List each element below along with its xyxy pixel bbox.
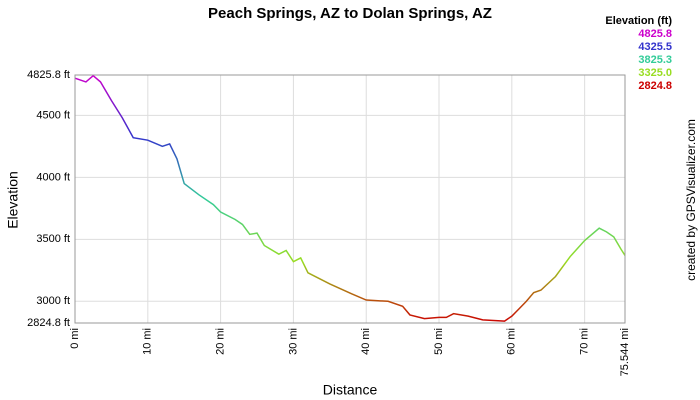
x-tick-label: 70 mi bbox=[579, 328, 591, 355]
legend-label: 4825.8 bbox=[638, 28, 672, 40]
x-tick-label: 0 mi bbox=[69, 328, 81, 349]
legend-label: 2824.8 bbox=[638, 80, 672, 92]
credit: created by GPSVisualizer.com bbox=[684, 119, 698, 281]
x-tick-label: 30 mi bbox=[287, 328, 299, 355]
chart-title: Peach Springs, AZ to Dolan Springs, AZ bbox=[208, 5, 492, 22]
y-axis-title: Elevation bbox=[5, 171, 21, 229]
y-tick-label: 3000 ft bbox=[36, 295, 70, 307]
legend-label: 3825.3 bbox=[638, 54, 672, 66]
x-tick-label: 20 mi bbox=[215, 328, 227, 355]
x-tick-label: 10 mi bbox=[142, 328, 154, 355]
y-tick-label: 4000 ft bbox=[36, 171, 70, 183]
legend-label: 3325.0 bbox=[638, 67, 672, 79]
y-tick-label: 3500 ft bbox=[36, 233, 70, 245]
legend-title: Elevation (ft) bbox=[605, 15, 672, 27]
plot-frame bbox=[74, 74, 626, 324]
x-tick-label: 60 mi bbox=[506, 328, 518, 355]
y-tick-label: 4500 ft bbox=[36, 109, 70, 121]
x-axis-title: Distance bbox=[323, 382, 378, 398]
y-tick-label: 4825.8 ft bbox=[27, 69, 70, 81]
x-tick-label: 40 mi bbox=[360, 328, 372, 355]
x-tick-label: 50 mi bbox=[433, 328, 445, 355]
y-tick-label: 2824.8 ft bbox=[27, 317, 70, 329]
elevation-line bbox=[74, 74, 626, 322]
x-tick-label: 75.544 mi bbox=[619, 328, 631, 376]
legend-label: 4325.5 bbox=[638, 41, 672, 53]
